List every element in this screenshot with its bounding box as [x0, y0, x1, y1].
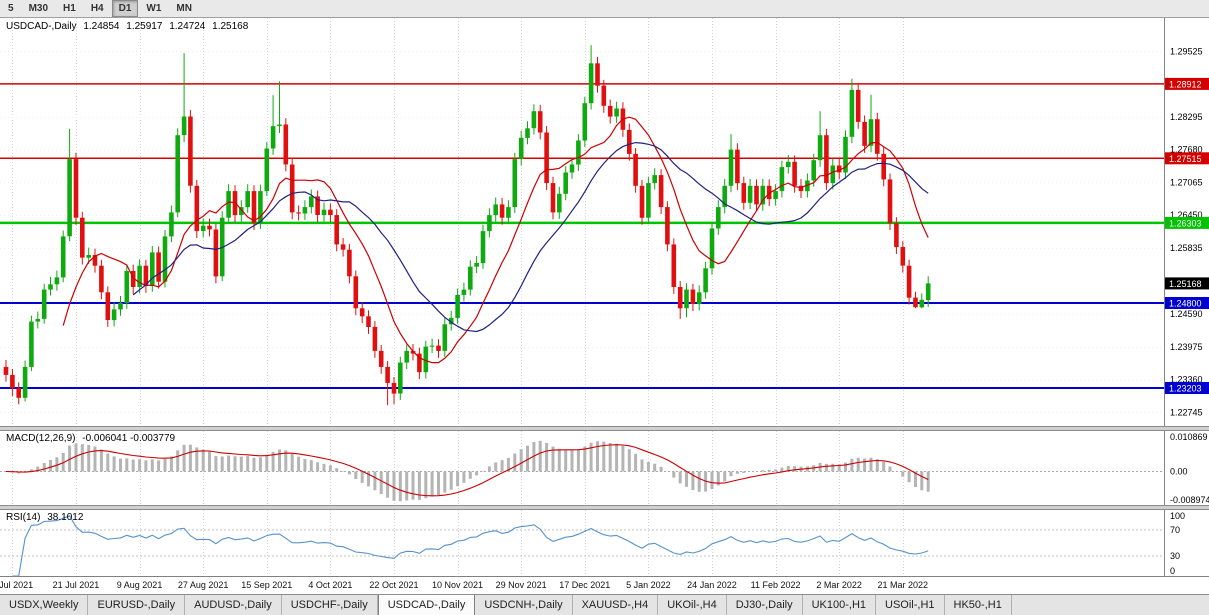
rsi-panel[interactable]: 100 70 30 0 RSI(14) 38.1012 [0, 510, 1209, 576]
candles [3, 45, 931, 406]
timeframe-toolbar: 5 M30 H1 H4 D1 W1 MN [0, 0, 1209, 18]
svg-text:1.26450: 1.26450 [1170, 210, 1203, 220]
time-axis-label: 22 Oct 2021 [369, 580, 419, 590]
svg-text:1.28295: 1.28295 [1170, 112, 1203, 122]
svg-text:30: 30 [1170, 551, 1180, 561]
svg-text:1.26303: 1.26303 [1169, 218, 1202, 228]
svg-text:1.24590: 1.24590 [1170, 309, 1203, 319]
svg-text:1.27515: 1.27515 [1169, 154, 1202, 164]
macd-axis: 0.010869 0.00 -0.008974 [1164, 431, 1209, 505]
open-value: 1.24854 [83, 21, 120, 32]
chart-tab-ukoil-h4[interactable]: UKOil-,H4 [658, 595, 727, 615]
low-value: 1.24724 [169, 21, 206, 32]
time-axis-label: 2 Jul 2021 [0, 580, 34, 590]
time-axis-label: 11 Feb 2022 [750, 580, 801, 590]
time-axis[interactable]: 2 Jul 2021 21 Jul 2021 9 Aug 2021 27 Aug 20… [0, 576, 1209, 594]
rsi-name: RSI(14) [6, 512, 41, 523]
svg-text:1.29525: 1.29525 [1170, 46, 1203, 56]
price-axis: 1.29525 1.28295 1.27680 1.27065 1.26450 1.258… [1164, 18, 1209, 426]
svg-text:1.23975: 1.23975 [1170, 342, 1203, 352]
horizontal-levels [0, 83, 1164, 389]
chart-tabs-bar: USDX,Weekly EURUSD-,Daily AUDUSD-,Daily USD… [0, 594, 1209, 615]
chart-tab-audusd-daily[interactable]: AUDUSD-,Daily [185, 595, 282, 615]
macd-canvas[interactable]: 0.010869 0.00 -0.008974 [0, 431, 1209, 505]
svg-text:1.25835: 1.25835 [1170, 243, 1203, 253]
svg-text:1.27065: 1.27065 [1170, 177, 1203, 187]
timeframe-m30-button[interactable]: M30 [28, 3, 49, 14]
symbol-period-label: USDCAD-,Daily [6, 21, 77, 32]
svg-text:1.23360: 1.23360 [1170, 375, 1203, 385]
main-chart-panel[interactable]: 1.29525 1.28295 1.27680 1.27065 1.26450 1.258… [0, 18, 1209, 426]
chart-tab-dj30-daily[interactable]: DJ30-,Daily [727, 595, 803, 615]
high-value: 1.25917 [126, 21, 163, 32]
timeframe-5-button[interactable]: 5 [8, 3, 14, 14]
macd-name: MACD(12,26,9) [6, 433, 76, 444]
time-axis-label: 15 Sep 2021 [241, 580, 293, 590]
timeframe-mn-button[interactable]: MN [176, 3, 192, 14]
macd-values: -0.006041 -0.003779 [82, 433, 176, 444]
time-axis-label: 21 Mar 2022 [877, 580, 929, 590]
time-axis-label: 21 Jul 2021 [52, 580, 100, 590]
macd-label: MACD(12,26,9) -0.006041 -0.003779 [6, 433, 179, 444]
close-value: 1.25168 [212, 21, 249, 32]
grid [12, 510, 904, 576]
chart-tab-usdcad-daily[interactable]: USDCAD-,Daily [377, 595, 476, 615]
svg-text:1.28912: 1.28912 [1169, 79, 1202, 89]
time-axis-label: 4 Oct 2021 [308, 580, 353, 590]
time-axis-label: 24 Jan 2022 [687, 580, 737, 590]
time-axis-label: 17 Dec 2021 [559, 580, 611, 590]
main-chart-canvas[interactable]: 1.29525 1.28295 1.27680 1.27065 1.26450 1.258… [0, 18, 1209, 426]
svg-text:-0.008974: -0.008974 [1170, 495, 1209, 505]
timeframe-d1-button[interactable]: D1 [111, 0, 139, 17]
macd-signal-line [5, 444, 929, 497]
svg-text:1.23203: 1.23203 [1169, 384, 1202, 394]
svg-text:1.25168: 1.25168 [1169, 279, 1202, 289]
timeframe-h4-button[interactable]: H4 [90, 3, 104, 14]
timeframe-w1-button[interactable]: W1 [146, 3, 162, 14]
time-axis-label: 29 Nov 2021 [495, 580, 547, 590]
rsi-line [12, 515, 929, 576]
chart-tab-usdchf-daily[interactable]: USDCHF-,Daily [282, 595, 378, 615]
time-axis-label: 27 Aug 2021 [177, 580, 229, 590]
rsi-axis: 100 70 30 0 [1164, 510, 1185, 576]
svg-text:1.22745: 1.22745 [1170, 407, 1203, 417]
svg-text:1.27680: 1.27680 [1170, 145, 1203, 155]
svg-text:100: 100 [1170, 511, 1185, 521]
rsi-label: RSI(14) 38.1012 [6, 512, 87, 523]
chart-tab-usoil-h1[interactable]: USOil-,H1 [876, 595, 945, 615]
chart-tab-uk100-h1[interactable]: UK100-,H1 [803, 595, 877, 615]
rsi-value: 38.1012 [47, 512, 84, 523]
chart-tab-usdcnh-daily[interactable]: USDCNH-,Daily [475, 595, 573, 615]
svg-text:0: 0 [1170, 566, 1175, 576]
chart-tab-hk50-h1[interactable]: HK50-,H1 [945, 595, 1012, 615]
ma-slow-line [132, 141, 929, 333]
svg-text:0.00: 0.00 [1170, 467, 1188, 477]
svg-text:1.24800: 1.24800 [1169, 299, 1202, 309]
time-axis-label: 9 Aug 2021 [116, 580, 163, 590]
panel-separator-macd[interactable] [0, 426, 1209, 431]
time-axis-label: 5 Jan 2022 [626, 580, 671, 590]
time-axis-label: 10 Nov 2021 [432, 580, 484, 590]
rsi-canvas[interactable]: 100 70 30 0 [0, 510, 1209, 576]
macd-panel[interactable]: 0.010869 0.00 -0.008974 MACD(12,26,9) -0.0… [0, 431, 1209, 505]
timeframe-h1-button[interactable]: H1 [63, 3, 76, 14]
time-axis-label: 2 Mar 2022 [816, 580, 862, 590]
chart-tab-xauusd-h4[interactable]: XAUUSD-,H4 [573, 595, 659, 615]
chart-title: USDCAD-,Daily 1.24854 1.25917 1.24724 1.… [6, 21, 252, 32]
svg-text:70: 70 [1170, 525, 1180, 535]
macd-histogram [10, 440, 930, 502]
chart-tab-eurusd-daily[interactable]: EURUSD-,Daily [88, 595, 186, 615]
ma-fast-line [62, 116, 929, 364]
panel-separator-rsi[interactable] [0, 505, 1209, 510]
svg-text:0.010869: 0.010869 [1170, 432, 1208, 442]
chart-tab-usdx-weekly[interactable]: USDX,Weekly [0, 595, 89, 615]
